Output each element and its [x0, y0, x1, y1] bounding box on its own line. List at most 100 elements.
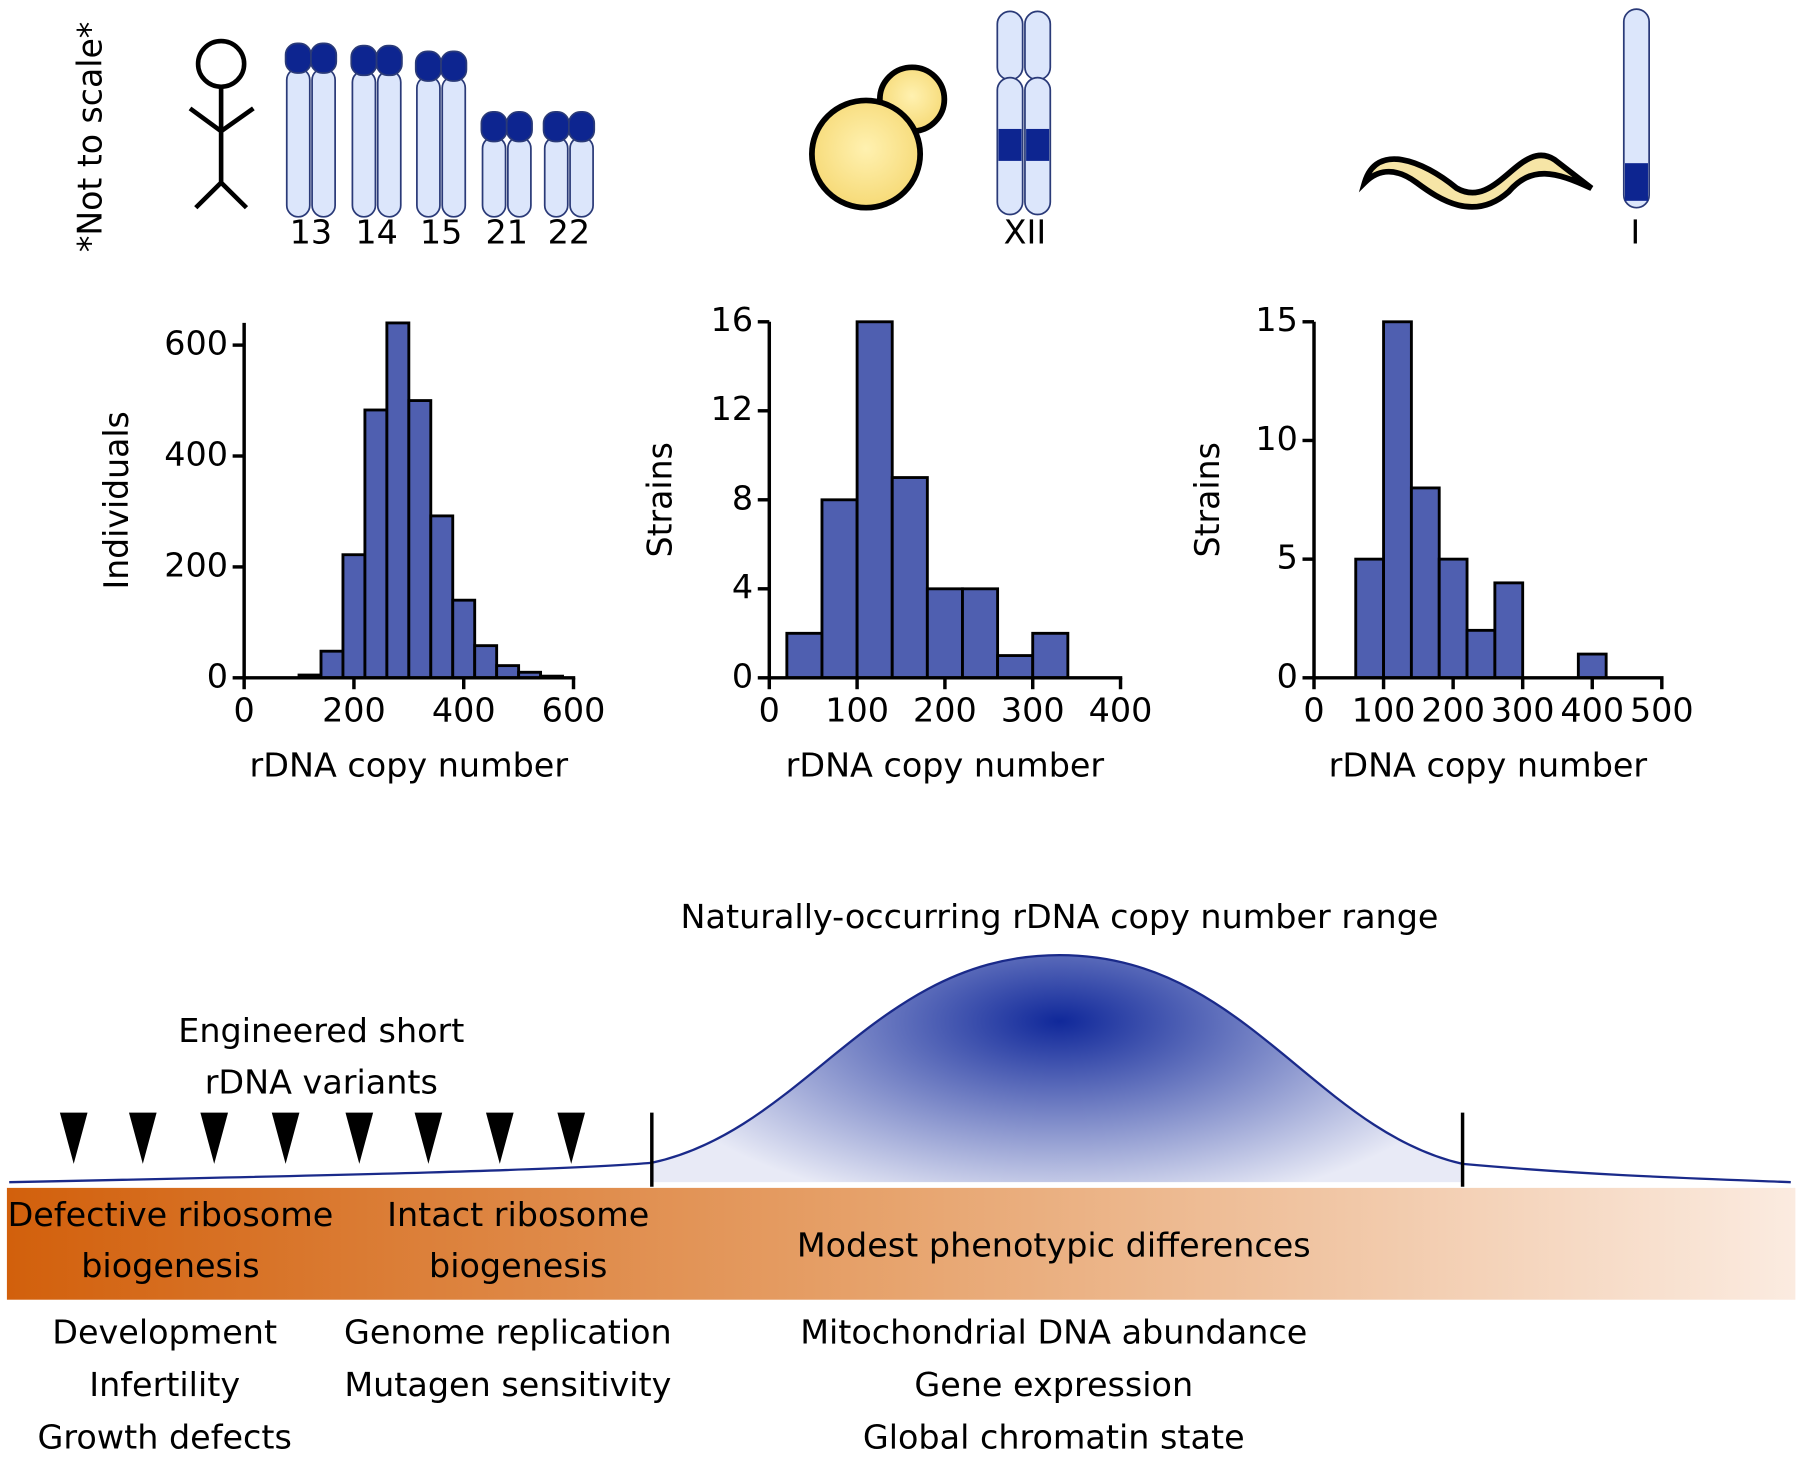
rdna-cap [375, 44, 403, 77]
x-tick-label: 600 [542, 691, 606, 730]
bar [1465, 628, 1497, 680]
chromatid [507, 136, 532, 218]
rdna-cap [284, 42, 312, 74]
x-tick-label: 300 [1491, 691, 1555, 730]
bar [1354, 557, 1386, 680]
bar [1576, 652, 1608, 680]
rdna-cap [480, 110, 508, 143]
x-tick-label: 400 [1089, 691, 1153, 730]
x-tick-label: 100 [1352, 691, 1416, 730]
rdna-cap [350, 44, 378, 77]
rdna-cap [310, 42, 338, 74]
x-tick-label: 100 [825, 691, 889, 730]
chromatid [569, 136, 594, 218]
zone-label: biogenesis [81, 1246, 259, 1285]
x-axis-label: rDNA copy number [1329, 745, 1648, 784]
chromatid [285, 67, 311, 218]
icons [188, 38, 255, 210]
zone-label: Defective ribosome [8, 1195, 334, 1234]
range-curve [9, 953, 1791, 1184]
rdna-cap [542, 110, 570, 143]
y-tick-label: 0 [732, 656, 753, 695]
effect: Gene expression [914, 1365, 1193, 1404]
chromatid [351, 69, 377, 218]
chromatid [416, 75, 441, 218]
x-tick-label: 0 [759, 691, 780, 730]
chromatid [481, 136, 507, 218]
chromatid [376, 69, 402, 218]
y-tick-label: 0 [207, 656, 228, 695]
x-axis-label: rDNA copy number [786, 745, 1105, 784]
y-tick-label: 5 [1277, 538, 1298, 577]
scale-note: *Not to scale* [71, 22, 110, 253]
bar [855, 320, 894, 680]
chromatid [311, 67, 336, 218]
y-axis-label: Individuals [97, 411, 136, 589]
x-tick-label: 200 [913, 691, 977, 730]
bar [407, 399, 433, 680]
bar [890, 476, 929, 680]
rdna-band [1624, 163, 1648, 201]
x-tick-label: 200 [1421, 691, 1485, 730]
effect: Mitochondrial DNA abundance [800, 1313, 1307, 1352]
range-title: Naturally-occurring rDNA copy number ran… [681, 897, 1439, 936]
rdna-cap [505, 110, 533, 143]
effect: Genome replication [344, 1313, 672, 1352]
rdna-cap [440, 50, 468, 82]
bar [1409, 486, 1441, 680]
effect: Mutagen sensitivity [344, 1365, 671, 1404]
x-tick-label: 0 [234, 691, 255, 730]
chromatid [441, 75, 467, 218]
yeast [809, 64, 948, 211]
bar [451, 598, 477, 680]
y-tick-label: 200 [164, 546, 228, 585]
zone-label: Intact ribosome [387, 1195, 649, 1234]
y-tick-label: 600 [164, 324, 228, 363]
phenotype-bar [6, 1187, 1796, 1300]
y-tick-label: 8 [732, 478, 753, 517]
bar [1031, 631, 1070, 680]
bar [1437, 557, 1469, 680]
x-tick-label: 300 [1001, 691, 1065, 730]
y-tick-label: 16 [711, 300, 753, 339]
y-axis-label: Strains [641, 442, 680, 557]
chromatid [1622, 8, 1650, 209]
x-tick-label: 400 [1560, 691, 1624, 730]
y-tick-label: 0 [1277, 656, 1298, 695]
x-tick-label: 200 [322, 691, 386, 730]
chromatid [996, 10, 1024, 81]
effect: Development [52, 1313, 277, 1352]
chromatid [1024, 10, 1052, 81]
variant-markers [59, 1112, 586, 1164]
chromosomes: 13 14 15 21 22 [284, 8, 1650, 252]
bar [341, 553, 367, 680]
chromosome-label: 21 [485, 213, 527, 252]
engineered-label: Engineered short [178, 1011, 464, 1050]
y-tick-label: 15 [1255, 300, 1297, 339]
bar [473, 644, 499, 680]
bar [996, 654, 1035, 680]
y-tick-label: 12 [711, 389, 753, 428]
bar [785, 631, 824, 680]
y-axis-label: Strains [1188, 442, 1227, 557]
rdna-cap [414, 50, 442, 82]
zone-label: Modest phenotypic differences [797, 1226, 1311, 1265]
y-tick-label: 400 [164, 435, 228, 474]
y-tick-label: 4 [732, 567, 753, 606]
effect: Growth defects [38, 1418, 292, 1457]
y-tick-label: 10 [1255, 419, 1297, 458]
effect: Infertility [89, 1365, 240, 1404]
range-bell [651, 955, 1463, 1183]
effect: Global chromatin state [863, 1418, 1245, 1457]
chromosome-label: I [1630, 213, 1640, 252]
bar [1382, 320, 1413, 680]
chromosome-label: 22 [548, 213, 590, 252]
x-tick-label: 400 [432, 691, 496, 730]
bar [363, 408, 389, 680]
rdna-band [1026, 128, 1050, 161]
chromatid [543, 136, 569, 218]
x-tick-label: 500 [1630, 691, 1694, 730]
chromosome-label: 15 [420, 213, 462, 252]
